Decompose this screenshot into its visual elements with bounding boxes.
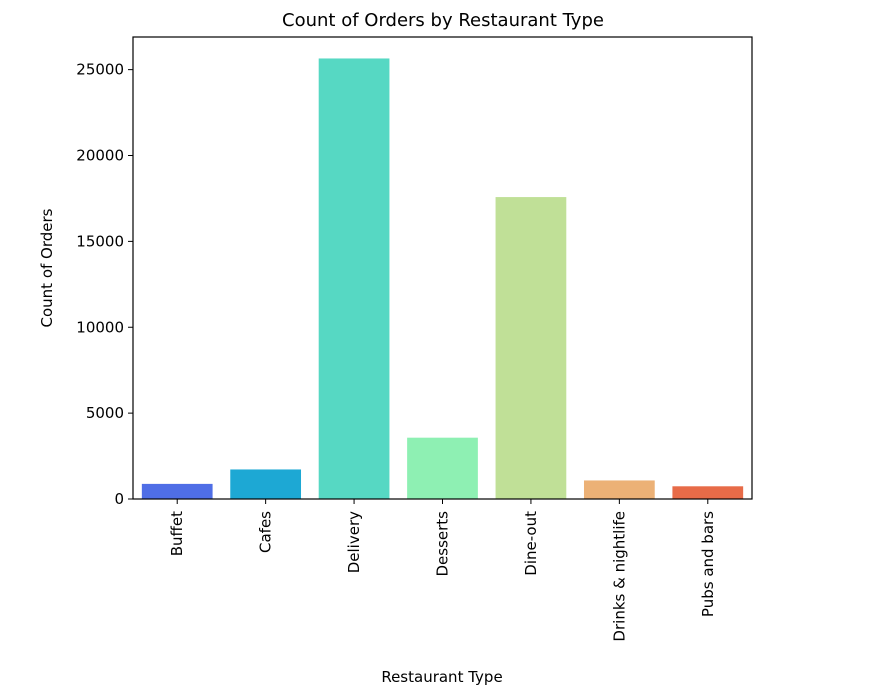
- bar-buffet: [141, 483, 213, 499]
- bar-delivery: [318, 58, 390, 499]
- x-tick-label: Dine-out: [522, 511, 540, 576]
- y-axis: 0 5000 10000 15000 20000 25000: [76, 61, 133, 508]
- y-tick-label: 5000: [86, 404, 124, 422]
- x-tick-label: Cafes: [257, 511, 275, 553]
- y-tick-label: 25000: [76, 61, 124, 79]
- y-axis-label: Count of Orders: [38, 208, 56, 327]
- bar-drinks-nightlife: [583, 480, 655, 499]
- x-tick-label: Desserts: [434, 511, 452, 577]
- y-tick-label: 15000: [76, 232, 124, 250]
- bars-group: [141, 58, 744, 499]
- y-tick-label: 0: [114, 490, 124, 508]
- y-tick-label: 10000: [76, 318, 124, 336]
- x-axis: Buffet Cafes Delivery Desserts Dine-out Drink…: [168, 499, 717, 642]
- bar-dine-out: [495, 197, 567, 499]
- x-tick-label: Delivery: [345, 511, 363, 573]
- bar-desserts: [407, 437, 478, 499]
- x-tick-label: Drinks & nightlife: [610, 511, 628, 642]
- x-tick-label: Buffet: [168, 511, 186, 556]
- chart-title: Count of Orders by Restaurant Type: [282, 10, 604, 31]
- plot-area-frame: [132, 36, 753, 500]
- x-tick-label: Pubs and bars: [699, 511, 717, 617]
- y-tick-label: 20000: [76, 147, 124, 165]
- x-axis-label: Restaurant Type: [381, 668, 502, 686]
- bar-pubs-and-bars: [672, 486, 744, 499]
- bar-cafes: [230, 469, 302, 499]
